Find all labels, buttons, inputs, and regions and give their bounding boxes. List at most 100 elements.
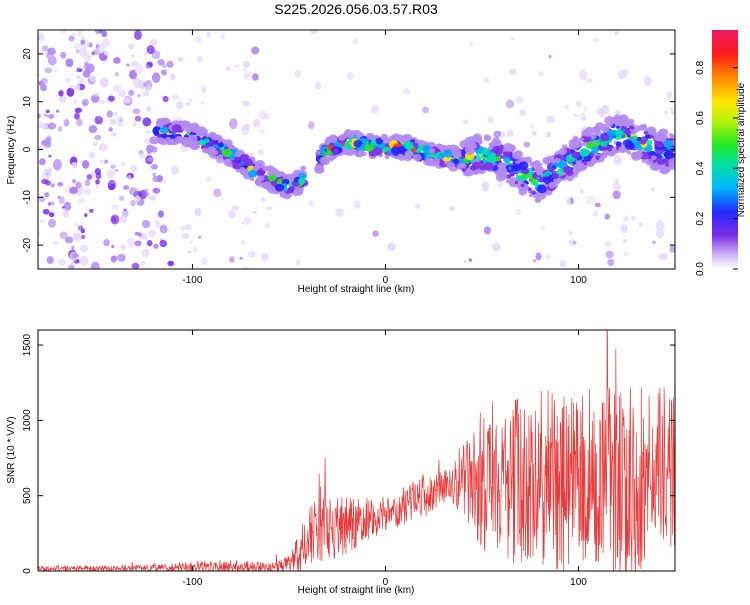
spectrogram-ridge-blob [492, 145, 502, 153]
spectrogram-ridge-blob [582, 128, 593, 137]
spectrogram-ridge-blob [315, 150, 321, 155]
spectrogram-noise-blob [225, 66, 231, 72]
spectrogram-ridge-blob [438, 143, 444, 148]
spectrogram-noise-blob [266, 206, 272, 211]
spectrogram-noise-blob [545, 254, 552, 260]
spectrogram-ridge-blob [443, 149, 453, 158]
spectrogram-noise-blob [335, 208, 344, 217]
spectrogram-ridge-blob [361, 151, 367, 157]
spectrogram-noise-blob [505, 99, 515, 109]
spectrogram-noise-blob [110, 256, 117, 263]
spectrogram-noise-blob [605, 250, 614, 259]
spectrogram-ridge-blob [655, 140, 664, 148]
spectrogram-noise-blob [129, 69, 138, 80]
spectrogram-ridge-blob [514, 181, 519, 185]
spectrogram-ridge-blob [627, 134, 631, 138]
spectrogram-noise-blob [127, 174, 132, 181]
spectrogram-noise-blob [95, 179, 100, 185]
spectrogram-noise-blob [240, 240, 245, 246]
spectrogram-noise-blob [114, 168, 119, 172]
spectrogram-ridge-blob [252, 165, 260, 172]
spectrogram-noise-blob [75, 75, 81, 80]
figure-title: S225.2026.056.03.57.R03 [274, 1, 438, 17]
spectrogram-ridge-blob [279, 192, 285, 197]
spectrogram-ridge-blob [375, 137, 384, 145]
spectrogram-noise-blob [130, 165, 137, 173]
spectrogram-noise-blob [159, 239, 168, 248]
colorbar-tick-label: 0.8 [695, 60, 706, 74]
spectrogram-noise-blob [76, 118, 83, 127]
spectrogram-noise-blob [145, 144, 155, 153]
spectrogram-noise-blob [134, 115, 142, 122]
spectrogram-noise-blob [55, 109, 60, 113]
spectrogram-noise-blob [84, 213, 88, 217]
spectrogram-noise-blob [93, 92, 101, 97]
spectrogram-ridge-blob [243, 158, 253, 166]
spectrogram-ridge-blob [638, 124, 647, 131]
spectrogram-ridge-blob [483, 134, 492, 142]
spectrogram-noise-blob [79, 255, 89, 266]
spectrogram-noise-blob [189, 240, 193, 244]
spectrogram-ridge-blob [528, 193, 534, 198]
spectrogram-noise-blob [126, 237, 136, 249]
spectrogram-noise-blob [482, 141, 486, 144]
spectrogram-noise-blob [74, 42, 82, 50]
spectrogram-noise-blob [117, 253, 126, 262]
spectrogram-noise-blob [579, 69, 588, 81]
spectrogram-noise-blob [371, 104, 379, 114]
spectrogram-noise-blob [201, 85, 207, 90]
spectrogram-ridge-blob [664, 140, 674, 148]
spectrogram-ridge-blob [298, 177, 306, 185]
spectrogram-noise-blob [198, 235, 202, 239]
spectrogram-ridge-blob [626, 150, 632, 155]
spectrogram-ridge-blob [650, 130, 658, 136]
spectrogram-noise-blob [123, 96, 131, 104]
spectrogram-noise-blob [41, 178, 49, 185]
spectrogram-noise-blob [243, 71, 253, 80]
spectrogram-noise-blob [113, 57, 121, 64]
spectrogram-noise-blob [104, 50, 110, 56]
spectrogram-noise-blob [137, 94, 141, 98]
spectrogram-noise-blob [607, 258, 615, 266]
spectrogram-noise-blob [80, 39, 86, 45]
spectrogram-noise-blob [63, 118, 70, 127]
spectrogram-noise-blob [92, 141, 98, 147]
spectrogram-ridge-blob [548, 182, 556, 189]
spectrogram-ridge-blob [604, 151, 610, 156]
spectrogram-noise-blob [242, 68, 247, 72]
spectrogram-noise-blob [106, 169, 115, 178]
spectrogram-noise-blob [592, 210, 599, 217]
spectrogram-noise-blob [70, 264, 75, 269]
spectrogram-noise-blob [594, 202, 601, 208]
spectrogram-ridge-blob [346, 131, 355, 138]
spectrogram-noise-blob [511, 37, 515, 41]
spectrogram-noise-blob [612, 182, 621, 194]
spectrogram-noise-blob [152, 187, 161, 194]
spectrogram-noise-blob [566, 198, 571, 205]
spectrogram-noise-blob [107, 179, 117, 190]
spectrogram-noise-blob [50, 201, 55, 206]
spectrogram-noise-blob [162, 179, 167, 183]
spectrogram-ridge-blob [522, 168, 530, 175]
spectrogram-noise-blob [252, 118, 261, 128]
spectrogram-ridge-blob [520, 183, 525, 188]
spectrogram-ridge-blob [551, 172, 560, 179]
spectrogram-noise-blob [79, 160, 83, 164]
snr-panel: -100 0 100 0 500 1000 1500 Height of straight… [6, 329, 676, 596]
spectrogram-noise-blob [47, 47, 56, 56]
spectrogram-noise-blob [47, 122, 57, 130]
spectrogram-ridge-blob [370, 139, 377, 146]
spectrogram-ridge-blob [542, 176, 552, 184]
spectrogram-noise-blob [97, 43, 106, 54]
spectrogram-noise-blob [77, 30, 83, 37]
spectrogram-ridge-blob [270, 167, 278, 174]
spectrogram-noise-blob [115, 115, 125, 127]
spectrogram-ridge-blob [645, 158, 654, 166]
spectrogram-ridge-blob [571, 151, 580, 159]
spectrogram-noise-blob [75, 181, 82, 189]
spectrogram-noise-blob [491, 242, 501, 252]
spectrogram-noise-blob [134, 195, 141, 203]
spectrogram-noise-blob [41, 77, 48, 85]
spectrogram-ridge-blob [651, 155, 657, 160]
spectrogram-noise-blob [496, 181, 504, 188]
